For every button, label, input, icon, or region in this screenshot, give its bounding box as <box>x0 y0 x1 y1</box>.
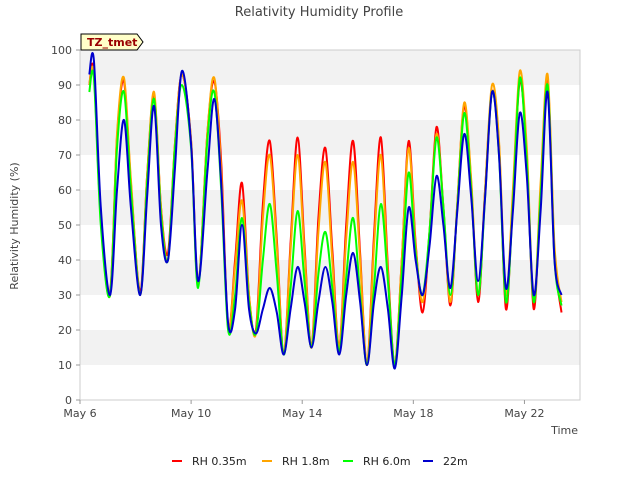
grid-band <box>80 50 580 85</box>
legend-label: RH 0.35m <box>192 455 247 468</box>
legend-label: RH 6.0m <box>363 455 411 468</box>
x-tick-label: May 18 <box>393 407 433 420</box>
y-tick-label: 60 <box>58 184 72 197</box>
x-axis-label: Time <box>550 424 578 437</box>
y-tick-label: 80 <box>58 114 72 127</box>
x-tick-label: May 6 <box>63 407 96 420</box>
chart-title: Relativity Humidity Profile <box>235 5 403 20</box>
site-badge-box <box>80 33 144 51</box>
x-tick-label: May 14 <box>282 407 322 420</box>
grid-band <box>80 365 580 400</box>
y-tick-label: 40 <box>58 254 72 267</box>
legend: RH 0.35m RH 1.8m RH 6.0m 22m <box>172 455 468 468</box>
y-tick-label: 50 <box>58 219 72 232</box>
grid-band <box>80 295 580 330</box>
grid-band <box>80 155 580 190</box>
x-tick-label: May 10 <box>171 407 211 420</box>
y-axis-label: Relativity Humidity (%) <box>8 162 21 289</box>
series-line-4 <box>88 51 563 370</box>
site-badge-label: TZ_tmet <box>87 36 137 49</box>
x-axis: May 6 May 10 May 14 May 18 May 22 <box>63 400 545 420</box>
y-tick-label: 10 <box>58 359 72 372</box>
grid-band <box>80 330 580 365</box>
y-tick-label: 70 <box>58 149 72 162</box>
legend-label: RH 1.8m <box>282 455 330 468</box>
y-axis: 0 10 20 30 40 50 60 70 80 90 100 <box>51 44 80 407</box>
x-tick-label: May 22 <box>504 407 544 420</box>
y-tick-label: 20 <box>58 324 72 337</box>
y-tick-label: 100 <box>51 44 72 57</box>
site-badge: TZ_tmet <box>80 33 144 51</box>
y-tick-label: 0 <box>65 394 72 407</box>
legend-label: 22m <box>443 455 468 468</box>
y-tick-label: 30 <box>58 289 72 302</box>
y-tick-label: 90 <box>58 79 72 92</box>
series-lines <box>88 51 563 370</box>
